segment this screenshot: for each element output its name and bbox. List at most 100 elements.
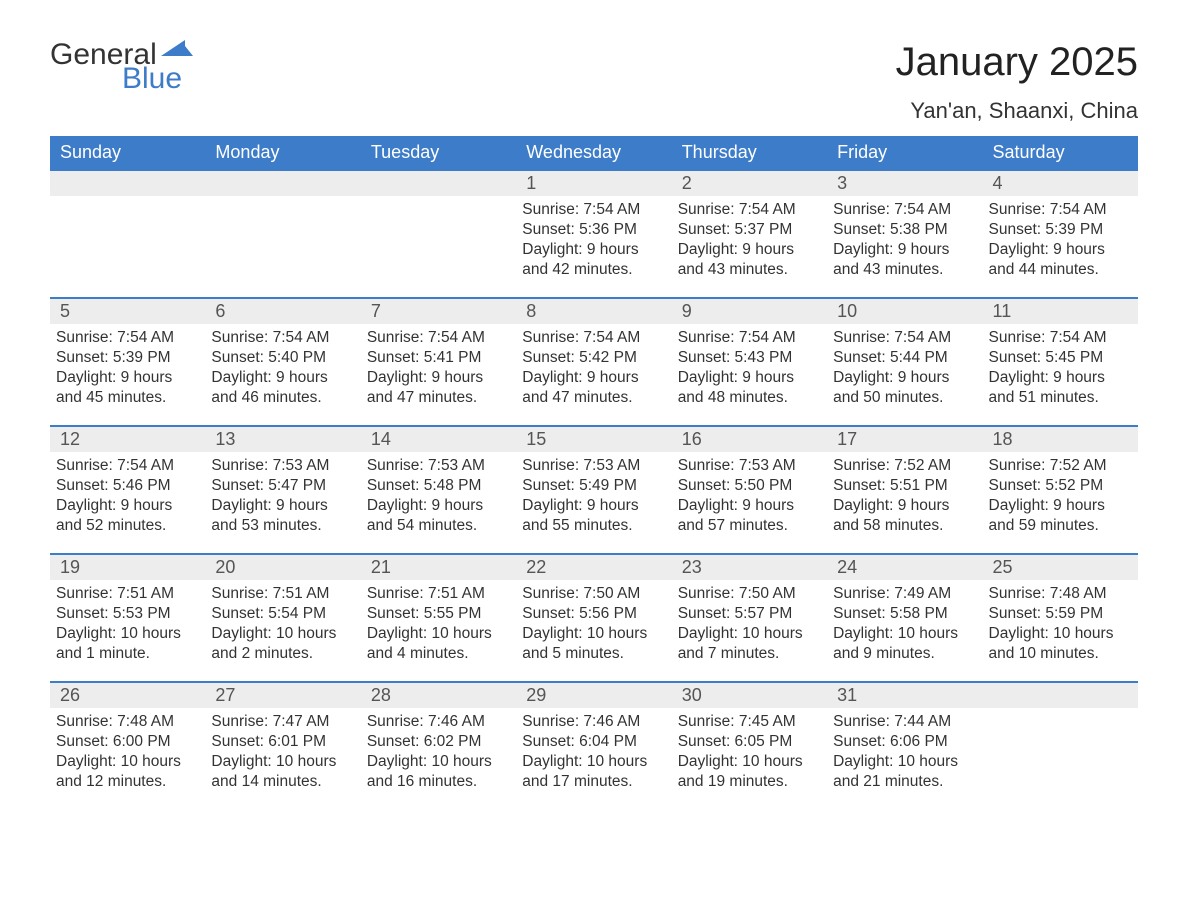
day-body: Sunrise: 7:49 AMSunset: 5:58 PMDaylight:… — [827, 580, 982, 665]
sunset-text: Sunset: 6:00 PM — [56, 732, 199, 752]
daylight-text-2: and 54 minutes. — [367, 516, 510, 536]
sunrise-text: Sunrise: 7:54 AM — [367, 328, 510, 348]
day-cell — [983, 683, 1138, 809]
daylight-text-1: Daylight: 9 hours — [522, 240, 665, 260]
week-row: 5Sunrise: 7:54 AMSunset: 5:39 PMDaylight… — [50, 297, 1138, 425]
sunrise-text: Sunrise: 7:54 AM — [989, 328, 1132, 348]
day-body: Sunrise: 7:51 AMSunset: 5:54 PMDaylight:… — [205, 580, 360, 665]
day-number: 1 — [516, 171, 671, 196]
week-row: 19Sunrise: 7:51 AMSunset: 5:53 PMDayligh… — [50, 553, 1138, 681]
day-cell: 19Sunrise: 7:51 AMSunset: 5:53 PMDayligh… — [50, 555, 205, 681]
daylight-text-1: Daylight: 10 hours — [367, 752, 510, 772]
day-number: 10 — [827, 299, 982, 324]
sunset-text: Sunset: 5:37 PM — [678, 220, 821, 240]
daylight-text-1: Daylight: 9 hours — [989, 368, 1132, 388]
day-body: Sunrise: 7:52 AMSunset: 5:51 PMDaylight:… — [827, 452, 982, 537]
sunrise-text: Sunrise: 7:46 AM — [367, 712, 510, 732]
daylight-text-1: Daylight: 10 hours — [833, 624, 976, 644]
day-body: Sunrise: 7:50 AMSunset: 5:56 PMDaylight:… — [516, 580, 671, 665]
day-cell: 8Sunrise: 7:54 AMSunset: 5:42 PMDaylight… — [516, 299, 671, 425]
sunset-text: Sunset: 5:47 PM — [211, 476, 354, 496]
day-body: Sunrise: 7:54 AMSunset: 5:38 PMDaylight:… — [827, 196, 982, 281]
sunset-text: Sunset: 5:46 PM — [56, 476, 199, 496]
week-row: 12Sunrise: 7:54 AMSunset: 5:46 PMDayligh… — [50, 425, 1138, 553]
day-number — [983, 683, 1138, 708]
day-body: Sunrise: 7:44 AMSunset: 6:06 PMDaylight:… — [827, 708, 982, 793]
daylight-text-1: Daylight: 10 hours — [833, 752, 976, 772]
page-title: January 2025 — [896, 40, 1138, 85]
day-body: Sunrise: 7:54 AMSunset: 5:41 PMDaylight:… — [361, 324, 516, 409]
daylight-text-2: and 10 minutes. — [989, 644, 1132, 664]
day-number: 23 — [672, 555, 827, 580]
day-number: 28 — [361, 683, 516, 708]
daylight-text-1: Daylight: 9 hours — [678, 240, 821, 260]
day-number — [50, 171, 205, 196]
dow-cell: Thursday — [672, 136, 827, 169]
day-body: Sunrise: 7:46 AMSunset: 6:04 PMDaylight:… — [516, 708, 671, 793]
dow-cell: Monday — [205, 136, 360, 169]
daylight-text-2: and 9 minutes. — [833, 644, 976, 664]
daylight-text-2: and 44 minutes. — [989, 260, 1132, 280]
daylight-text-1: Daylight: 9 hours — [833, 240, 976, 260]
sunrise-text: Sunrise: 7:46 AM — [522, 712, 665, 732]
day-body: Sunrise: 7:53 AMSunset: 5:49 PMDaylight:… — [516, 452, 671, 537]
day-cell: 5Sunrise: 7:54 AMSunset: 5:39 PMDaylight… — [50, 299, 205, 425]
sunrise-text: Sunrise: 7:52 AM — [989, 456, 1132, 476]
daylight-text-2: and 43 minutes. — [678, 260, 821, 280]
day-number: 22 — [516, 555, 671, 580]
day-body: Sunrise: 7:53 AMSunset: 5:47 PMDaylight:… — [205, 452, 360, 537]
day-cell: 13Sunrise: 7:53 AMSunset: 5:47 PMDayligh… — [205, 427, 360, 553]
calendar: SundayMondayTuesdayWednesdayThursdayFrid… — [50, 136, 1138, 809]
daylight-text-1: Daylight: 9 hours — [522, 496, 665, 516]
day-number — [205, 171, 360, 196]
sunrise-text: Sunrise: 7:54 AM — [678, 328, 821, 348]
sunrise-text: Sunrise: 7:50 AM — [522, 584, 665, 604]
sunset-text: Sunset: 5:59 PM — [989, 604, 1132, 624]
day-cell: 21Sunrise: 7:51 AMSunset: 5:55 PMDayligh… — [361, 555, 516, 681]
sunrise-text: Sunrise: 7:48 AM — [56, 712, 199, 732]
dow-cell: Tuesday — [361, 136, 516, 169]
daylight-text-1: Daylight: 10 hours — [211, 624, 354, 644]
daylight-text-1: Daylight: 9 hours — [56, 496, 199, 516]
sunset-text: Sunset: 5:40 PM — [211, 348, 354, 368]
daylight-text-2: and 59 minutes. — [989, 516, 1132, 536]
day-number: 4 — [983, 171, 1138, 196]
sunrise-text: Sunrise: 7:54 AM — [211, 328, 354, 348]
daylight-text-1: Daylight: 9 hours — [211, 496, 354, 516]
day-cell: 20Sunrise: 7:51 AMSunset: 5:54 PMDayligh… — [205, 555, 360, 681]
day-number: 24 — [827, 555, 982, 580]
daylight-text-2: and 48 minutes. — [678, 388, 821, 408]
daylight-text-1: Daylight: 9 hours — [56, 368, 199, 388]
day-number: 20 — [205, 555, 360, 580]
sunset-text: Sunset: 5:55 PM — [367, 604, 510, 624]
day-body: Sunrise: 7:48 AMSunset: 5:59 PMDaylight:… — [983, 580, 1138, 665]
daylight-text-2: and 5 minutes. — [522, 644, 665, 664]
day-cell — [205, 171, 360, 297]
daylight-text-2: and 58 minutes. — [833, 516, 976, 536]
dow-cell: Friday — [827, 136, 982, 169]
daylight-text-2: and 42 minutes. — [522, 260, 665, 280]
day-cell — [361, 171, 516, 297]
day-number: 2 — [672, 171, 827, 196]
sunrise-text: Sunrise: 7:51 AM — [211, 584, 354, 604]
day-number: 18 — [983, 427, 1138, 452]
week-row: 1Sunrise: 7:54 AMSunset: 5:36 PMDaylight… — [50, 169, 1138, 297]
sunrise-text: Sunrise: 7:54 AM — [56, 328, 199, 348]
day-number: 7 — [361, 299, 516, 324]
day-number: 26 — [50, 683, 205, 708]
daylight-text-2: and 50 minutes. — [833, 388, 976, 408]
day-body: Sunrise: 7:54 AMSunset: 5:37 PMDaylight:… — [672, 196, 827, 281]
sunset-text: Sunset: 6:06 PM — [833, 732, 976, 752]
daylight-text-2: and 53 minutes. — [211, 516, 354, 536]
day-cell: 15Sunrise: 7:53 AMSunset: 5:49 PMDayligh… — [516, 427, 671, 553]
sunset-text: Sunset: 5:41 PM — [367, 348, 510, 368]
dow-cell: Saturday — [983, 136, 1138, 169]
sunset-text: Sunset: 5:50 PM — [678, 476, 821, 496]
daylight-text-2: and 21 minutes. — [833, 772, 976, 792]
day-cell: 22Sunrise: 7:50 AMSunset: 5:56 PMDayligh… — [516, 555, 671, 681]
daylight-text-1: Daylight: 10 hours — [367, 624, 510, 644]
daylight-text-1: Daylight: 9 hours — [833, 496, 976, 516]
day-cell: 16Sunrise: 7:53 AMSunset: 5:50 PMDayligh… — [672, 427, 827, 553]
daylight-text-2: and 14 minutes. — [211, 772, 354, 792]
daylight-text-1: Daylight: 10 hours — [678, 752, 821, 772]
